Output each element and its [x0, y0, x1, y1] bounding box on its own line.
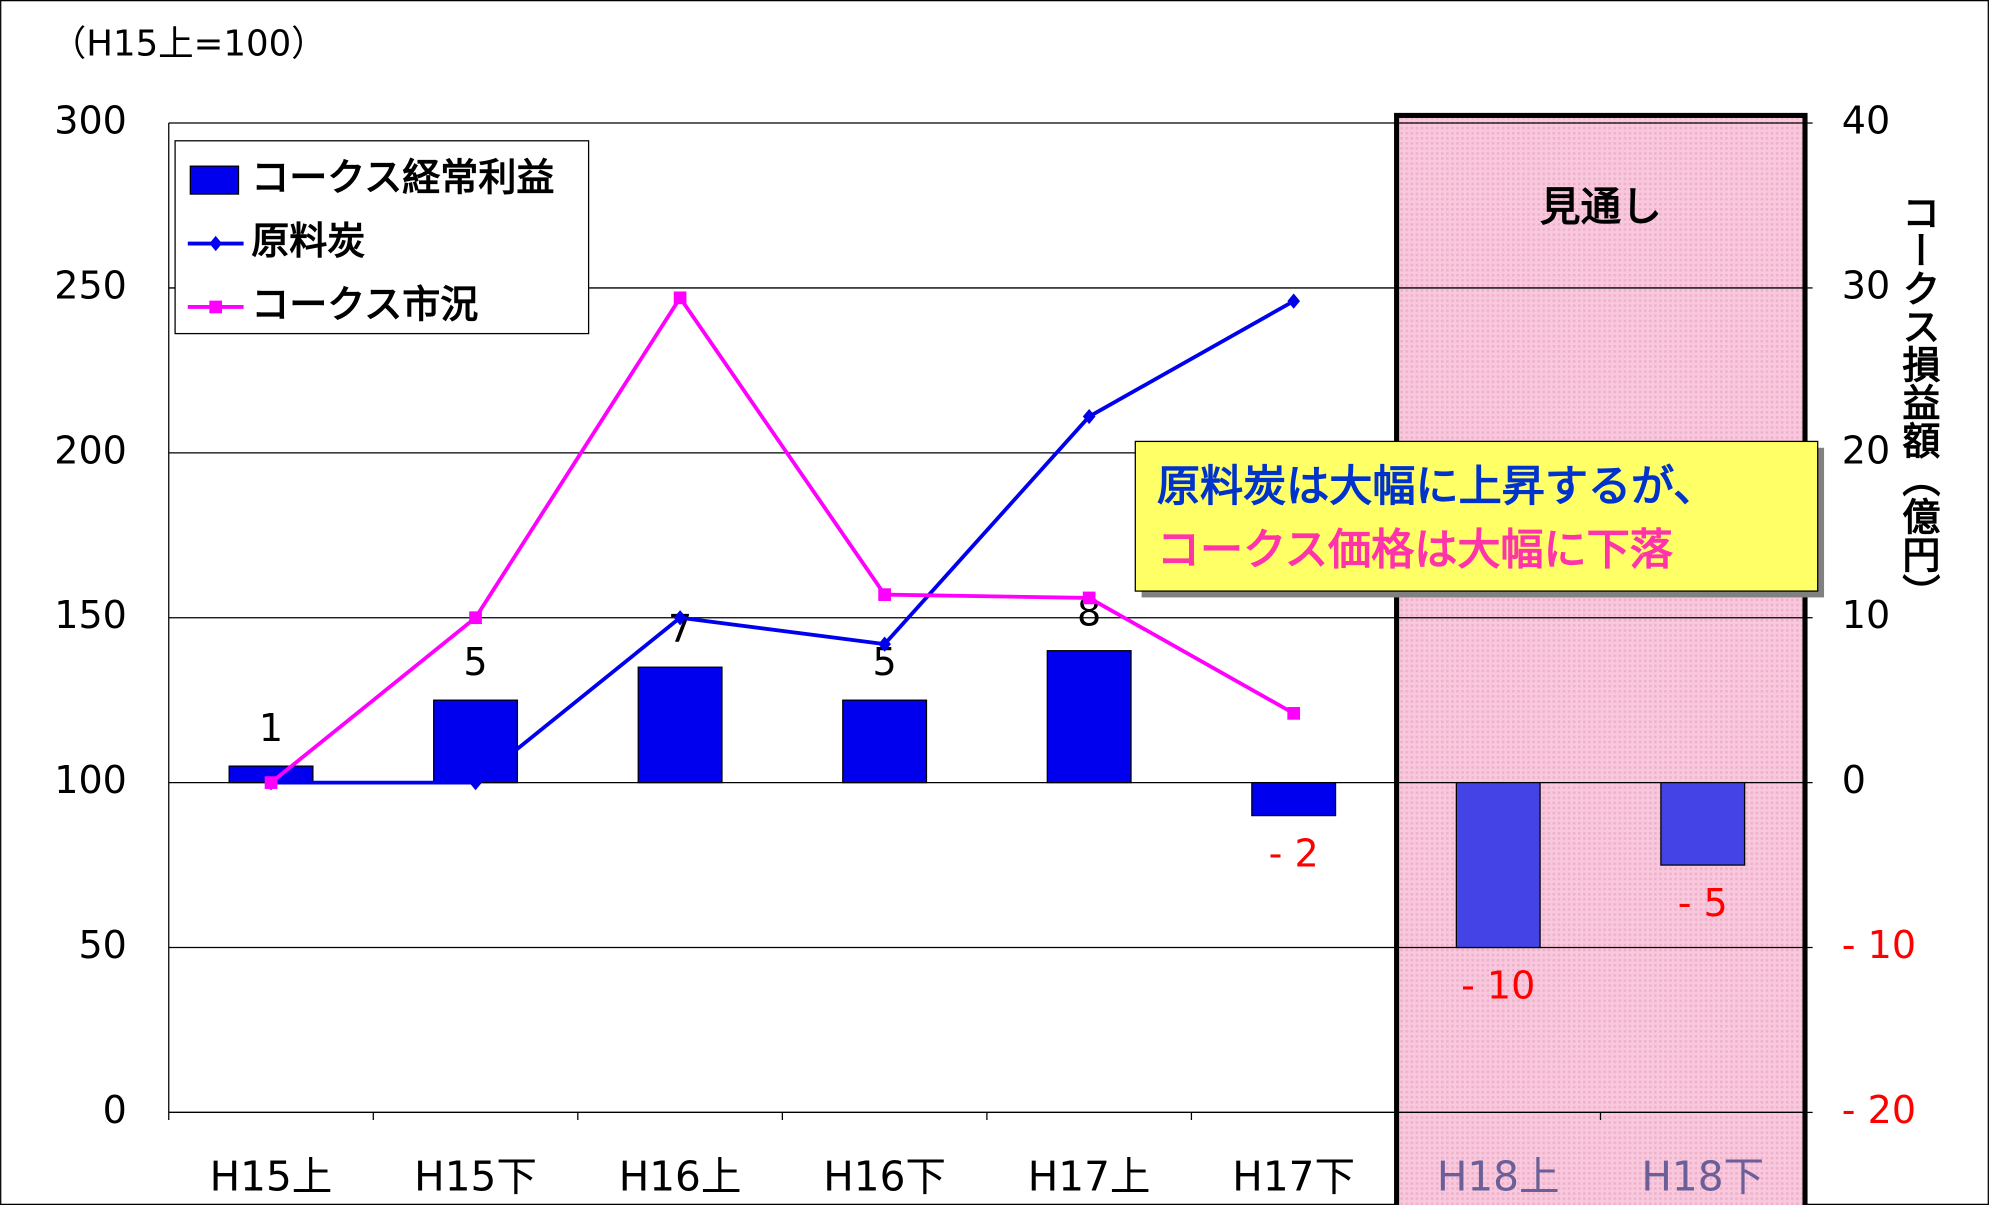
legend-swatch	[189, 165, 240, 195]
x-tick-label: H18下	[1641, 1153, 1764, 1201]
legend-label: コークス経常利益	[251, 156, 554, 200]
forecast-region	[1394, 112, 1808, 1205]
bar	[637, 666, 723, 784]
marker	[264, 776, 278, 789]
marker	[469, 611, 482, 625]
y-tick-label: 0	[103, 1088, 127, 1132]
y2-tick-label: - 20	[1842, 1088, 1916, 1132]
marker	[1287, 707, 1301, 720]
marker	[878, 636, 891, 652]
bar	[1251, 781, 1337, 817]
data-label: - 5	[1678, 881, 1728, 925]
y2-tick-label: 30	[1842, 263, 1890, 307]
y-tick-label: 300	[54, 99, 127, 143]
data-label: 1	[259, 706, 283, 750]
y2-tick-label: - 10	[1842, 923, 1916, 967]
y2-axis-label: コークス損益額（億円）	[1896, 193, 1940, 612]
forecast-label: 見通し	[1540, 182, 1662, 230]
data-label: - 10	[1461, 964, 1535, 1008]
bar	[842, 699, 928, 784]
y-tick-label: 150	[54, 593, 127, 637]
data-label: 5	[463, 640, 487, 684]
y2-tick-label: 40	[1842, 99, 1890, 143]
plot: 0 50 100 150 200 250 300 - 20 - 10 0 10 20 30 40 H15上 H…	[54, 99, 1916, 1201]
x-tick-label: H15下	[414, 1153, 537, 1201]
bar	[1660, 781, 1746, 866]
x-tick-label: H17上	[1028, 1153, 1151, 1201]
bar	[433, 699, 519, 784]
marker	[1082, 591, 1096, 605]
line	[269, 294, 1295, 785]
data-label: - 2	[1269, 832, 1319, 876]
y2-tick-label: 10	[1842, 593, 1890, 637]
marker	[469, 775, 482, 791]
y-tick-label: 200	[54, 428, 127, 472]
annotation: 原料炭は大幅に上昇するが、 コークス価格は大幅に下落	[1134, 440, 1825, 598]
x-tick-label: H15上	[210, 1153, 333, 1201]
y-tick-label: 250	[54, 263, 127, 307]
bar	[1455, 781, 1541, 949]
y-tick-label: 50	[78, 923, 126, 967]
x-tick-label: H16上	[619, 1153, 742, 1201]
legend-marker	[209, 300, 223, 314]
annotation-box	[1134, 440, 1819, 592]
x-tick-label: H17下	[1232, 1153, 1355, 1201]
legend-box	[174, 140, 590, 335]
y2-tick-label: 0	[1842, 758, 1866, 802]
legend-label: 原料炭	[251, 219, 365, 263]
bar	[1046, 650, 1132, 784]
marker	[673, 291, 687, 305]
x-tick-label: H18上	[1437, 1153, 1560, 1201]
chart-title: （H15上=100）	[51, 24, 327, 65]
y2-tick-label: 20	[1842, 428, 1890, 472]
legend-marker	[209, 235, 223, 252]
legend-label: コークス市況	[251, 282, 478, 326]
annotation-line: 原料炭は大幅に上昇するが、	[1157, 462, 1717, 512]
x-tick-label: H16下	[823, 1153, 946, 1201]
annotation-line: コークス価格は大幅に下落	[1157, 526, 1674, 576]
y-tick-label: 100	[54, 758, 127, 802]
marker	[878, 588, 891, 601]
line	[271, 299, 1295, 785]
